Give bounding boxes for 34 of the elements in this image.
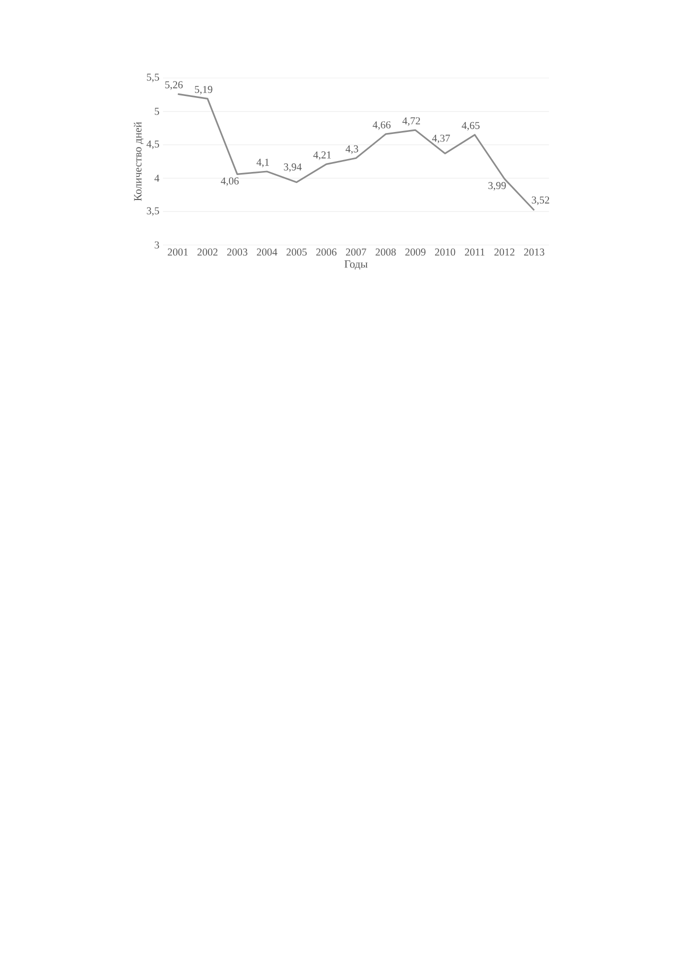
data-label: 3,94 [284, 163, 302, 172]
x-tick-label: 2007 [346, 248, 366, 256]
x-tick-label: 2010 [435, 248, 456, 256]
y-tick-label: 3 [154, 241, 160, 249]
data-label: 5,19 [194, 86, 212, 94]
x-axis-title: Годы [344, 260, 368, 270]
x-tick-label: 2006 [316, 248, 336, 256]
x-tick-label: 2012 [494, 248, 514, 256]
x-tick-label: 2013 [524, 248, 544, 256]
x-tick-label: 2008 [376, 248, 396, 256]
data-label: 5,26 [165, 81, 183, 90]
x-tick-label: 2001 [168, 248, 188, 256]
x-tick-label: 2003 [227, 248, 248, 256]
x-tick-label: 2005 [286, 248, 307, 256]
y-tick-label: 4,5 [146, 140, 160, 150]
data-label: 4,65 [462, 122, 480, 131]
data-label: 4,06 [220, 177, 239, 186]
y-tick-label: 5,5 [146, 74, 160, 82]
data-label: 4,21 [313, 151, 331, 160]
data-label: 3,52 [532, 196, 550, 206]
x-tick-label: 2004 [256, 248, 278, 256]
data-label: 4,37 [432, 134, 450, 144]
y-axis-title: Количество дней [134, 122, 144, 201]
y-tick-label: 4 [154, 174, 160, 182]
data-label: 4,66 [372, 121, 391, 130]
data-label: 3,99 [488, 182, 506, 191]
data-label: 4,72 [402, 117, 420, 126]
data-label: 4,1 [256, 158, 269, 168]
data-label: 4,3 [346, 145, 358, 154]
x-tick-label: 2009 [405, 248, 426, 256]
x-tick-label: 2002 [198, 248, 218, 256]
y-tick-label: 3,5 [146, 207, 160, 216]
y-tick-label: 5 [154, 108, 160, 115]
x-tick-label: 2011 [464, 248, 484, 256]
